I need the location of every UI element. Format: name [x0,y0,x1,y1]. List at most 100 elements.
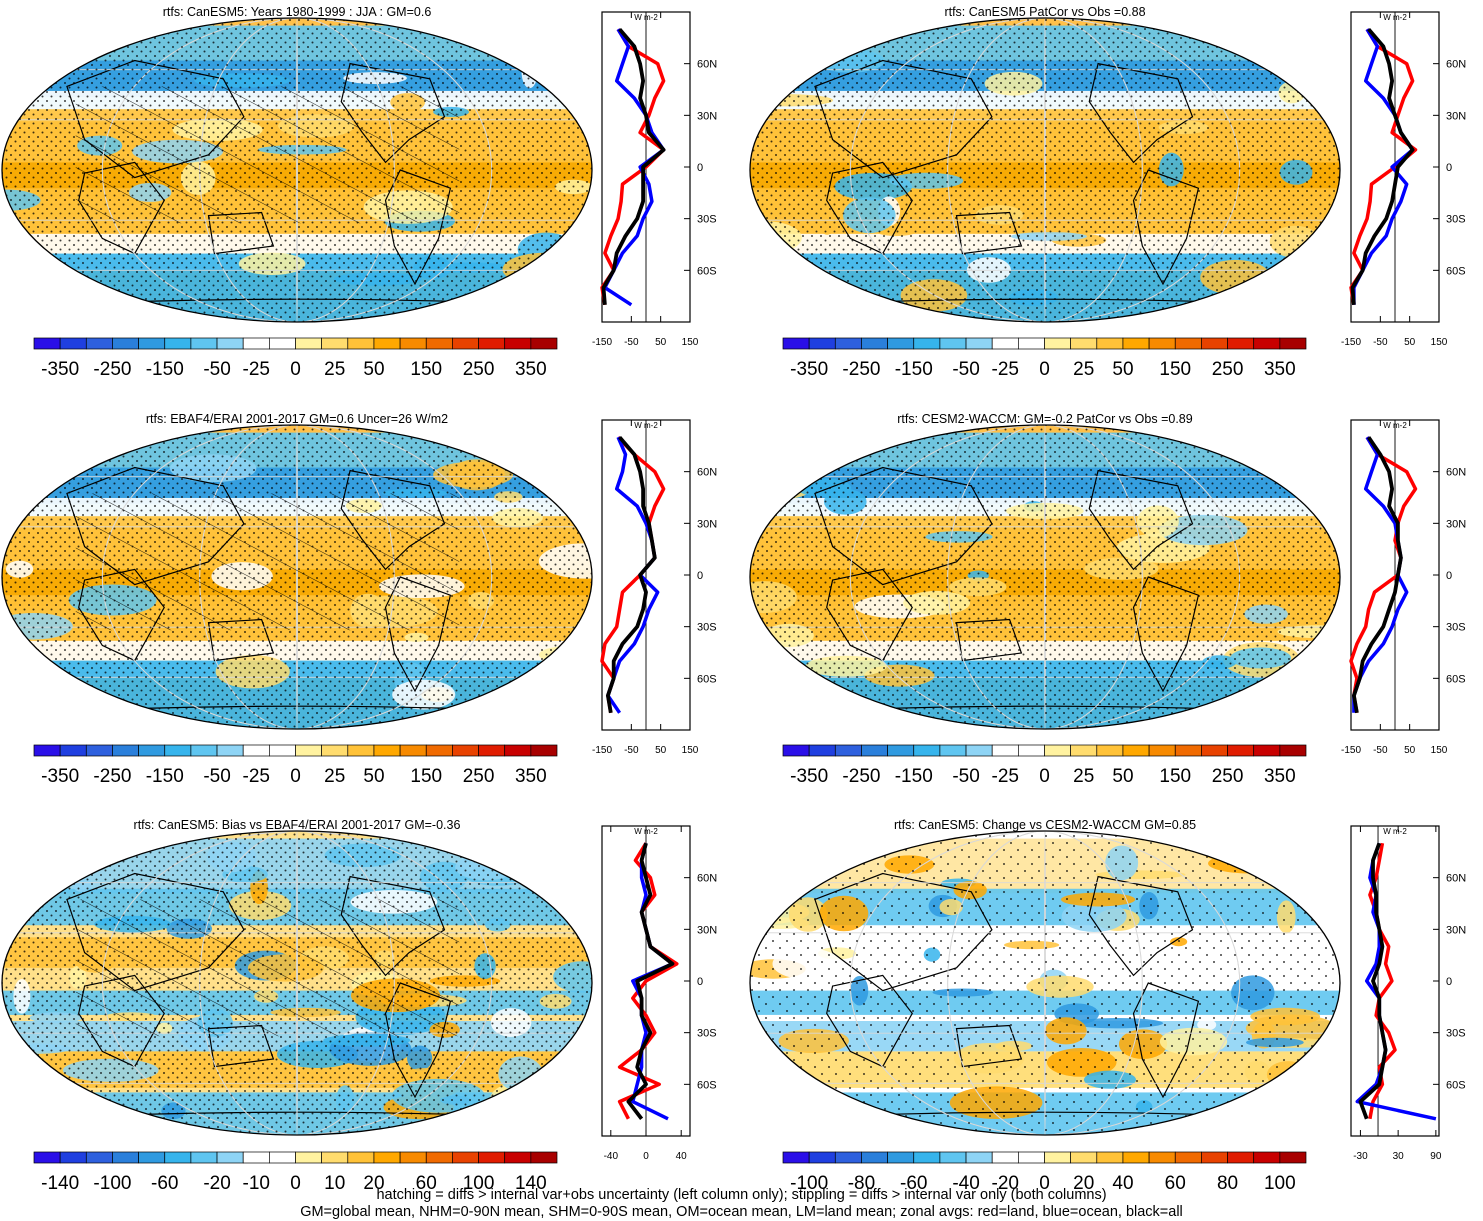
hatching [75,493,460,631]
colorbar-label: 25 [324,766,345,787]
xtick-label: -150 [592,745,612,756]
colorbar-box [347,744,375,757]
panel-title: rtfs: CanESM5: Years 1980-1999 : JJA : G… [163,5,432,19]
colorbar-label: 60 [416,1173,437,1194]
xtick-label: 150 [682,337,699,348]
xtick-label: 50 [655,745,667,756]
colorbar-label: -150 [146,766,184,787]
colorbar-box [33,1151,61,1164]
zonal-line-ocean [1352,28,1415,305]
map-blotch [759,70,785,82]
colorbar-label: 250 [1212,766,1244,787]
xtick-label: -150 [592,337,612,348]
colorbar-label: 0 [1039,766,1050,787]
colorbar-label: 0 [290,359,301,380]
colorbar-box [530,744,558,757]
map-blotch [1289,887,1340,900]
panel-3: rtfs: EBAF4/ERAI 2001-2017 GM=0.6 Uncer=… [1,412,717,787]
colorbar-label: -150 [895,766,933,787]
colorbar-box [33,744,61,757]
ytick-label: 60S [697,265,717,277]
colorbar: -100 -80 -60 -40 -20 0 20 40 60 80 100 [782,1151,1307,1194]
colorbar-box [269,1151,296,1164]
colorbar-box [1017,337,1045,350]
colorbar-box [965,337,993,350]
colorbar-label: -40 [952,1173,979,1194]
ytick-label: 30N [697,110,717,122]
zonal-plot: W m-2 60N 30N 0 30S 60S -150 -50 50 150 [1341,419,1466,756]
ytick-label: 30S [1446,622,1466,634]
colorbar-label: -60 [151,1173,178,1194]
map [1,830,593,1136]
colorbar-box [399,744,427,757]
colorbar-label: 0 [290,1173,301,1194]
ytick-label: 60S [697,1079,717,1091]
panel-title: rtfs: CanESM5 PatCor vs Obs =0.88 [944,5,1145,19]
colorbar-box [425,744,453,757]
colorbar-label: 250 [463,359,495,380]
colorbar-box [1070,1151,1098,1164]
map [749,424,1341,730]
colorbar-label: 20 [363,1173,384,1194]
colorbar-box [85,744,113,757]
colorbar: -140 -100 -60 -20 -10 0 10 20 60 100 140 [33,1151,558,1194]
zonal-units: W m-2 [1383,827,1407,836]
colorbar-box [216,1151,244,1164]
panel-1: rtfs: CanESM5: Years 1980-1999 : JJA : G… [1,5,717,380]
ytick-label: 60S [1446,265,1466,277]
footer-line-1: hatching = diffs > internal var+obs unce… [376,1187,1107,1203]
colorbar: -350 -250 -150 -50 -25 0 25 50 150 250 350 [782,337,1307,380]
colorbar-box [1174,337,1202,350]
colorbar-label: -250 [93,766,131,787]
colorbar-box [399,337,427,350]
xtick-label: -40 [604,1151,619,1162]
map-blotch [537,665,577,680]
map-blotch [1287,1074,1340,1100]
colorbar-label: 20 [1073,1173,1094,1194]
colorbar-box [85,1151,113,1164]
colorbar-box [59,337,87,350]
colorbar-box [190,337,218,350]
map [1,17,593,323]
colorbar-label: -60 [900,1173,927,1194]
colorbar-box [373,337,401,350]
map [749,17,1341,323]
colorbar-label: -50 [952,359,979,380]
colorbar-box [321,1151,349,1164]
stippling [750,425,1340,729]
colorbar-box [939,1151,967,1164]
colorbar-label: 0 [290,766,301,787]
colorbar-box [112,1151,139,1164]
colorbar-label: 150 [1159,359,1191,380]
ytick-label: 0 [697,570,703,582]
map-blotch [750,35,765,50]
xtick-label: 150 [1431,337,1448,348]
colorbar-label: -250 [842,359,880,380]
colorbar-label: -25 [992,766,1019,787]
zonal-units: W m-2 [1383,13,1407,22]
colorbar-box [190,1151,218,1164]
colorbar-box [242,744,270,757]
ytick-label: 60S [697,673,717,685]
xtick-label: 50 [1404,337,1416,348]
colorbar-box [782,1151,810,1164]
ytick-label: 30N [1446,518,1466,530]
ytick-label: 60N [1446,873,1466,885]
colorbar-label: -25 [243,359,270,380]
colorbar-box [242,1151,270,1164]
colorbar-box [138,744,166,757]
map-border [749,17,1341,323]
colorbar-box [861,744,888,757]
colorbar-box [216,337,244,350]
map-blotch [550,686,573,703]
colorbar-label: 100 [1264,1173,1296,1194]
map-border [749,830,1341,1136]
colorbar-label: -350 [790,359,828,380]
colorbar-box [1174,1151,1202,1164]
colorbar-box [530,1151,558,1164]
ytick-label: 0 [697,976,703,988]
colorbar-label: 250 [463,766,495,787]
ytick-label: 0 [1446,976,1452,988]
xtick-label: -50 [1373,337,1388,348]
